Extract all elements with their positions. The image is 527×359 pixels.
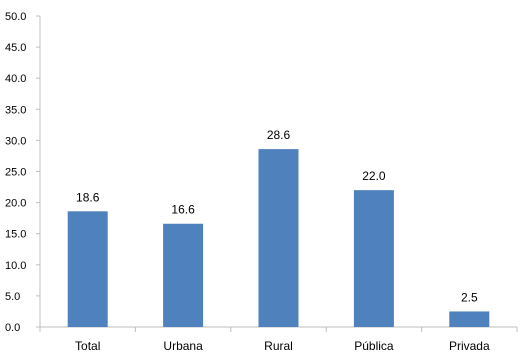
- y-tick-label: 10.0: [5, 260, 26, 272]
- y-tick-label: 0.0: [5, 322, 20, 334]
- bar-urbana: [163, 223, 204, 327]
- y-tick-label: 25.0: [5, 167, 26, 179]
- bars: [67, 149, 490, 327]
- data-label: 22.0: [362, 169, 386, 183]
- x-tick-label: Privada: [449, 339, 490, 353]
- y-tick-label: 15.0: [5, 229, 26, 241]
- y-tick-label: 35.0: [5, 104, 26, 116]
- y-tick-label: 45.0: [5, 42, 26, 54]
- data-label: 18.6: [76, 190, 100, 204]
- y-tick-label: 40.0: [5, 73, 26, 85]
- x-tick-label: Urbana: [163, 339, 203, 353]
- data-label: 2.5: [461, 290, 478, 304]
- bar-total: [67, 211, 108, 327]
- bar-publica: [353, 190, 394, 327]
- y-tick-label: 30.0: [5, 135, 26, 147]
- x-tick-label: Pública: [354, 339, 394, 353]
- y-axis: 0.0 5.0 10.0 15.0 20.0 25.0 30.0 35.0 40.0 45.0 50…: [5, 11, 41, 334]
- data-labels: 18.6 16.6 28.6 22.0 2.5: [76, 128, 478, 304]
- bar-rural: [258, 149, 299, 327]
- y-tick-label: 20.0: [5, 198, 26, 210]
- x-tick-label: Total: [75, 339, 100, 353]
- data-label: 28.6: [267, 128, 291, 142]
- bar-privada: [449, 311, 490, 327]
- y-tick-label: 5.0: [5, 291, 20, 303]
- data-label: 16.6: [171, 203, 195, 217]
- y-tick-label: 50.0: [5, 11, 26, 23]
- x-axis: Total Urbana Rural Pública Privada: [39, 326, 518, 353]
- x-tick-label: Rural: [264, 339, 293, 353]
